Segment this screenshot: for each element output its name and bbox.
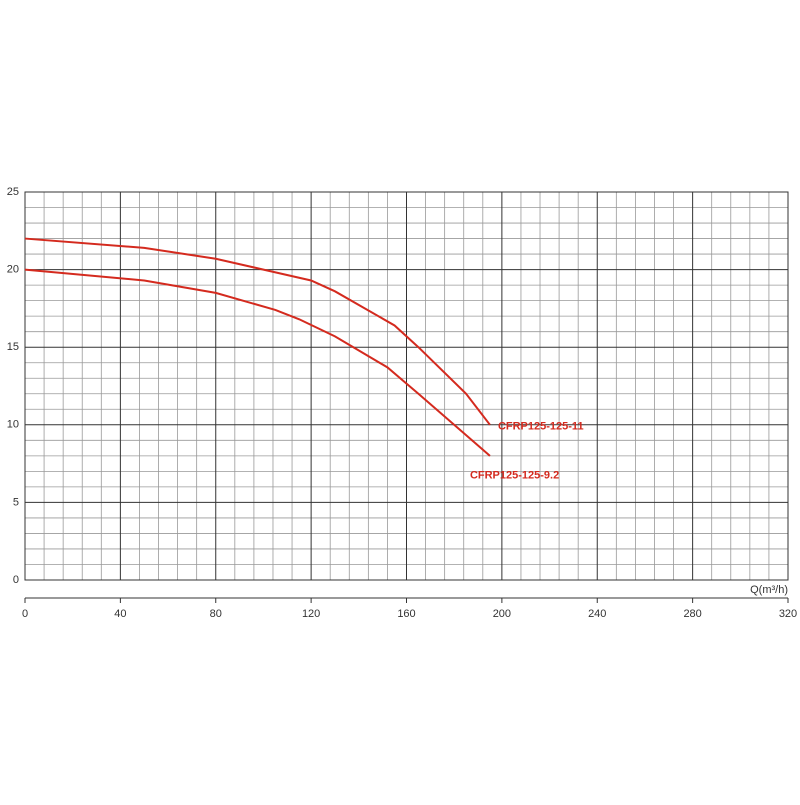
- x-tick-label: 0: [22, 608, 28, 620]
- x-tick-label: 80: [210, 608, 222, 620]
- curve: [24, 237, 491, 426]
- x-axis-label: Q(m³/h): [750, 584, 788, 596]
- y-tick-label: 25: [7, 186, 19, 198]
- x-tick-label: 40: [114, 608, 126, 620]
- x-tick-label: 160: [397, 608, 415, 620]
- y-tick-label: 5: [13, 496, 19, 508]
- x-tick-label: 200: [493, 608, 511, 620]
- y-tick-label: 20: [7, 264, 19, 276]
- curve-label: CFRP125-125-11: [498, 421, 584, 433]
- x-tick-label: 280: [683, 608, 701, 620]
- plot-frame: [24, 191, 789, 581]
- x-tick-label: 240: [588, 608, 606, 620]
- x-tick-label: 120: [302, 608, 320, 620]
- curve: [24, 268, 491, 457]
- x-tick-label: 320: [779, 608, 797, 620]
- y-tick-label: 10: [7, 419, 19, 431]
- y-tick-label: 15: [7, 341, 19, 353]
- curve-label: CFRP125-125-9.2: [470, 470, 559, 482]
- y-tick-label: 0: [13, 574, 19, 586]
